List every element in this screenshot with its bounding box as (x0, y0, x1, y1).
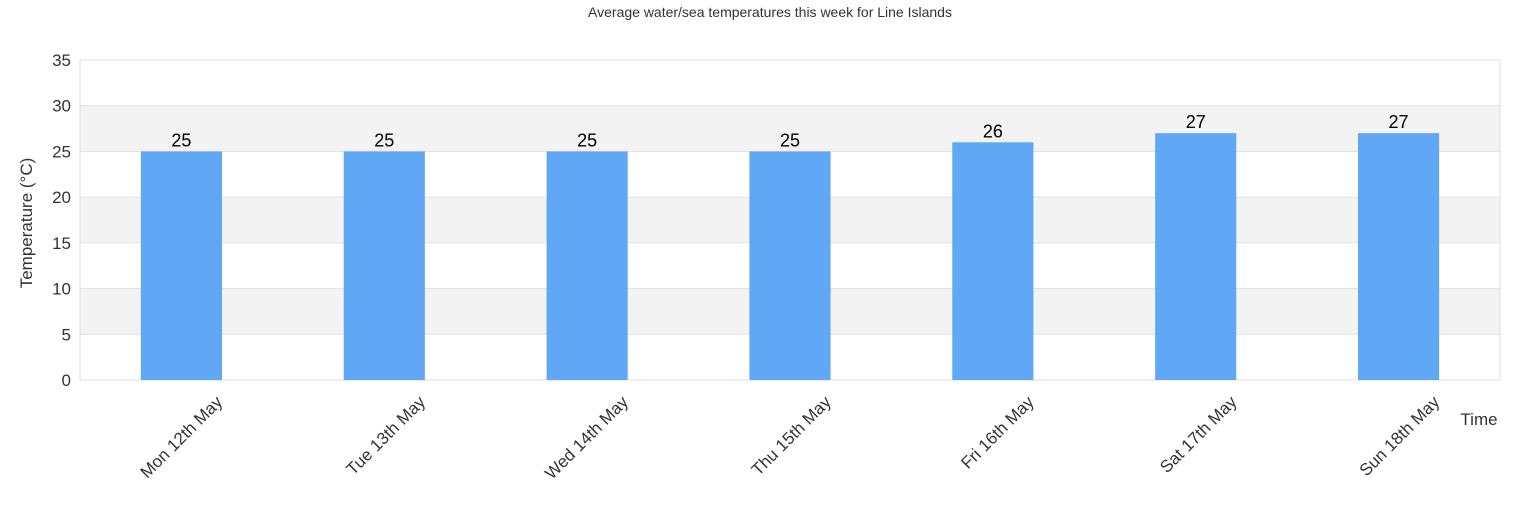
y-tick-label: 35 (52, 51, 71, 70)
x-tick-label: Tue 13th May (343, 392, 430, 479)
y-tick-label: 20 (52, 188, 71, 207)
x-axis-title: Time (1460, 410, 1497, 429)
y-tick-label: 25 (52, 142, 71, 161)
x-tick-label: Thu 15th May (748, 392, 835, 479)
data-label: 25 (577, 130, 597, 150)
y-tick-label: 15 (52, 234, 71, 253)
bar (749, 151, 831, 380)
y-tick-label: 0 (62, 371, 71, 390)
data-label: 25 (171, 130, 191, 150)
bar (952, 142, 1034, 380)
bar (546, 151, 628, 380)
x-tick-label: Mon 12th May (137, 392, 227, 482)
x-tick-label: Wed 14th May (541, 392, 632, 483)
x-tick-label: Sun 18th May (1356, 392, 1444, 480)
y-axis-title: Temperature (°C) (17, 158, 36, 289)
data-label: 25 (374, 130, 394, 150)
grid-band (80, 105, 1500, 152)
data-label: 26 (983, 121, 1003, 141)
y-axis-ticks: 0 5 10 15 20 25 30 35 (52, 51, 71, 390)
bar (343, 151, 425, 380)
y-tick-label: 5 (62, 325, 71, 344)
x-tick-label: Sat 17th May (1156, 392, 1241, 477)
y-tick-label: 10 (52, 280, 71, 299)
data-label: 25 (780, 130, 800, 150)
chart-title: Average water/sea temperatures this week… (588, 4, 952, 20)
bar (1358, 133, 1440, 380)
bar (140, 151, 222, 380)
data-label: 27 (1186, 112, 1206, 132)
data-label: 27 (1389, 112, 1409, 132)
y-tick-label: 30 (52, 97, 71, 116)
data-labels: 25 25 25 25 26 27 27 (171, 112, 1408, 150)
x-tick-label: Fri 16th May (957, 392, 1038, 473)
bars (140, 133, 1440, 380)
x-axis-ticks: Mon 12th May Tue 13th May Wed 14th May Thu … (137, 392, 1444, 483)
bar (1155, 133, 1237, 380)
